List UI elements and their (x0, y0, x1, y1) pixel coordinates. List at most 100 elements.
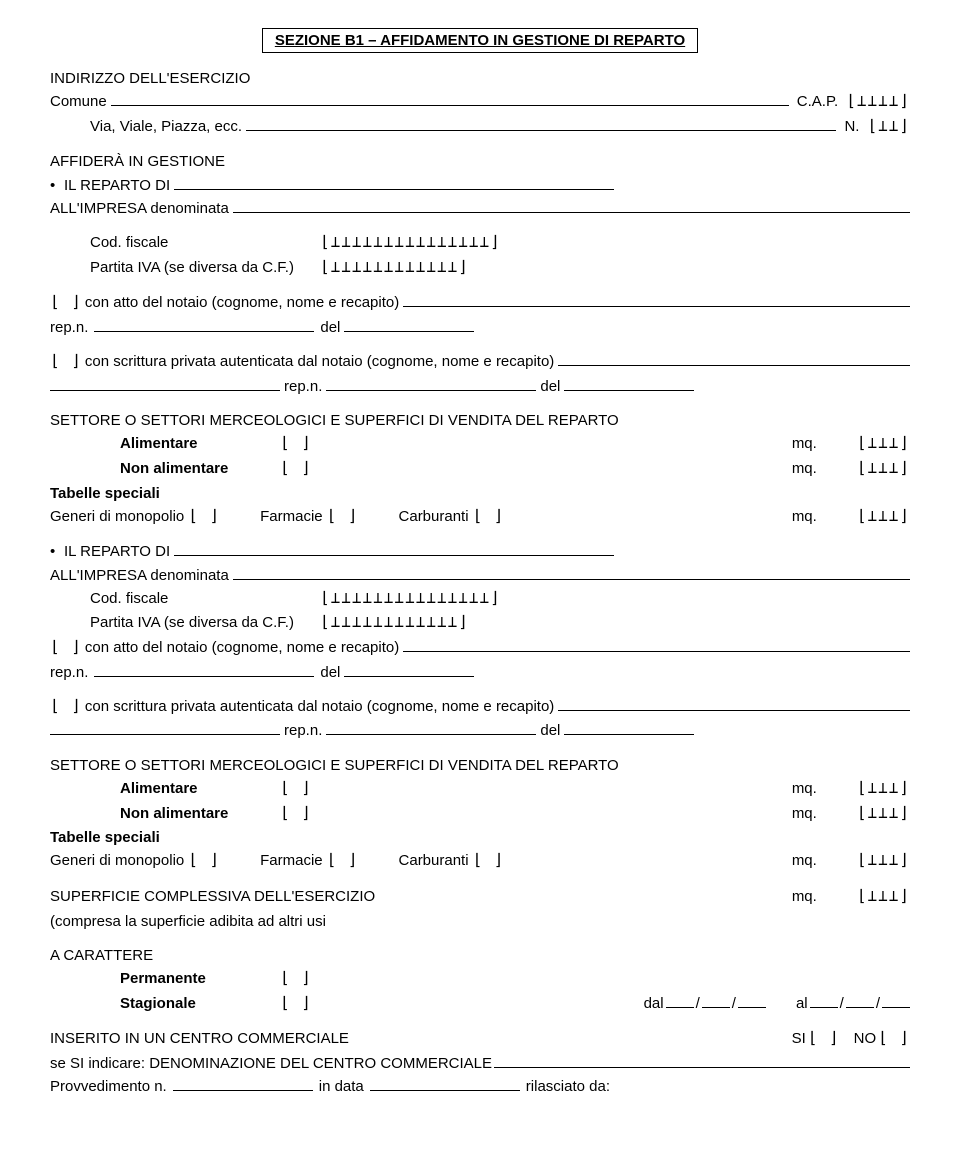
repn4-field[interactable] (326, 722, 536, 736)
farmacie2-label: Farmacie (260, 851, 323, 871)
repn-field[interactable] (94, 318, 314, 332)
permanente-cb[interactable]: ⌊ ⌋ (280, 969, 312, 991)
al-label: al (796, 994, 808, 1014)
mq-box[interactable]: ⌊⊥⊥⊥⌋ (857, 434, 910, 456)
mq5-box[interactable]: ⌊⊥⊥⊥⌋ (857, 804, 910, 826)
repn-label: rep.n. (50, 318, 88, 338)
stagionale-label: Stagionale (120, 994, 280, 1014)
carburanti2-cb[interactable]: ⌊ ⌋ (473, 851, 505, 873)
piva-label: Partita IVA (se diversa da C.F.) (90, 258, 320, 278)
reparto-field[interactable] (174, 176, 614, 190)
al-y[interactable] (882, 994, 910, 1008)
piva-boxes[interactable]: ⌊⊥⊥⊥⊥⊥⊥⊥⊥⊥⊥⊥⊥⌋ (320, 258, 469, 280)
atto2-label: con atto del notaio (cognome, nome e rec… (85, 638, 399, 658)
monopolio-cb[interactable]: ⌊ ⌋ (188, 507, 220, 529)
atto-notaio-label: con atto del notaio (cognome, nome e rec… (85, 293, 399, 313)
tabelle-label: Tabelle speciali (50, 484, 910, 504)
bullet-icon2: • (50, 542, 64, 562)
del3-field[interactable] (344, 663, 474, 677)
mq7-label: mq. (792, 887, 817, 907)
atto-notaio-field[interactable] (403, 294, 910, 308)
checkbox-atto2[interactable]: ⌊ ⌋ (50, 638, 82, 660)
al-d[interactable] (810, 994, 838, 1008)
mq4-box[interactable]: ⌊⊥⊥⊥⌋ (857, 779, 910, 801)
repn4-label: rep.n. (284, 721, 322, 741)
indata-field[interactable] (370, 1078, 520, 1092)
alimentare-cb[interactable]: ⌊ ⌋ (280, 434, 312, 456)
affidera-heading: AFFIDERÀ IN GESTIONE (50, 152, 910, 172)
checkbox-scrittura2[interactable]: ⌊ ⌋ (50, 697, 82, 719)
farmacie-label: Farmacie (260, 507, 323, 527)
del4-label: del (540, 721, 560, 741)
impresa-field[interactable] (233, 199, 910, 213)
impresa2-field[interactable] (233, 566, 910, 580)
repn3-field[interactable] (94, 663, 314, 677)
n-boxes[interactable]: ⌊⊥⊥⌋ (867, 117, 910, 139)
superficie-heading: SUPERFICIE COMPLESSIVA DELL'ESERCIZIO (50, 887, 375, 907)
checkbox-scrittura[interactable]: ⌊ ⌋ (50, 352, 82, 374)
mq-box2[interactable]: ⌊⊥⊥⊥⌋ (857, 459, 910, 481)
alimentare-label: Alimentare (120, 434, 280, 454)
mq7-box[interactable]: ⌊⊥⊥⊥⌋ (857, 887, 910, 909)
farmacie2-cb[interactable]: ⌊ ⌋ (327, 851, 359, 873)
comune-field[interactable] (111, 93, 789, 107)
scrittura2-line2[interactable] (50, 722, 280, 736)
denom-field[interactable] (494, 1054, 910, 1068)
reparto-label: IL REPARTO DI (64, 176, 170, 196)
si-cb[interactable]: ⌊ ⌋ (808, 1029, 840, 1051)
repn-label2: rep.n. (284, 377, 322, 397)
del-field2[interactable] (564, 377, 694, 391)
scrittura-line2[interactable] (50, 377, 280, 391)
dal-m[interactable] (702, 994, 730, 1008)
reparto2-field[interactable] (174, 543, 614, 557)
cf2-boxes[interactable]: ⌊⊥⊥⊥⊥⊥⊥⊥⊥⊥⊥⊥⊥⊥⊥⊥⌋ (320, 589, 501, 611)
checkbox-atto[interactable]: ⌊ ⌋ (50, 293, 82, 315)
alimentare2-label: Alimentare (120, 779, 280, 799)
del4-field[interactable] (564, 722, 694, 736)
n-label: N. (844, 117, 859, 137)
scrittura-field[interactable] (558, 353, 910, 367)
nonalimentare2-cb[interactable]: ⌊ ⌋ (280, 804, 312, 826)
carburanti-label: Carburanti (399, 507, 469, 527)
nonalimentare-label: Non alimentare (120, 459, 280, 479)
scrittura2-field[interactable] (558, 697, 910, 711)
impresa-label: ALL'IMPRESA denominata (50, 199, 229, 219)
farmacie-cb[interactable]: ⌊ ⌋ (327, 507, 359, 529)
del3-label: del (320, 663, 340, 683)
permanente-label: Permanente (120, 969, 280, 989)
cap-boxes[interactable]: ⌊⊥⊥⊥⊥⌋ (846, 92, 910, 114)
indata-label: in data (319, 1077, 364, 1097)
monopolio-label: Generi di monopolio (50, 507, 184, 527)
tabelle2-label: Tabelle speciali (50, 828, 910, 848)
alimentare2-cb[interactable]: ⌊ ⌋ (280, 779, 312, 801)
superficie-note: (compresa la superficie adibita ad altri… (50, 912, 910, 932)
al-m[interactable] (846, 994, 874, 1008)
cf-boxes[interactable]: ⌊⊥⊥⊥⊥⊥⊥⊥⊥⊥⊥⊥⊥⊥⊥⊥⌋ (320, 233, 501, 255)
via-label: Via, Viale, Piazza, ecc. (90, 117, 242, 137)
nonalimentare-cb[interactable]: ⌊ ⌋ (280, 459, 312, 481)
repn-field2[interactable] (326, 377, 536, 391)
piva2-boxes[interactable]: ⌊⊥⊥⊥⊥⊥⊥⊥⊥⊥⊥⊥⊥⌋ (320, 613, 469, 635)
provv-label: Provvedimento n. (50, 1077, 167, 1097)
mq6-box[interactable]: ⌊⊥⊥⊥⌋ (857, 851, 910, 873)
dal-y[interactable] (738, 994, 766, 1008)
mq-label: mq. (792, 434, 817, 454)
del-field[interactable] (344, 318, 474, 332)
mq-box3[interactable]: ⌊⊥⊥⊥⌋ (857, 507, 910, 529)
mq-label2: mq. (792, 459, 817, 479)
dal-d[interactable] (666, 994, 694, 1008)
mq6-label: mq. (792, 851, 817, 871)
settori2-heading: SETTORE O SETTORI MERCEOLOGICI E SUPERFI… (50, 756, 910, 776)
provv-field[interactable] (173, 1078, 313, 1092)
stagionale-cb[interactable]: ⌊ ⌋ (280, 994, 312, 1016)
via-field[interactable] (246, 117, 836, 131)
cod-fiscale-label: Cod. fiscale (90, 233, 320, 253)
atto2-field[interactable] (403, 639, 910, 653)
monopolio2-cb[interactable]: ⌊ ⌋ (188, 851, 220, 873)
cf2-label: Cod. fiscale (90, 589, 320, 609)
no-label: NO (854, 1029, 877, 1049)
indirizzo-heading: INDIRIZZO DELL'ESERCIZIO (50, 69, 910, 89)
mq5-label: mq. (792, 804, 817, 824)
carburanti-cb[interactable]: ⌊ ⌋ (473, 507, 505, 529)
no-cb[interactable]: ⌊ ⌋ (878, 1029, 910, 1051)
